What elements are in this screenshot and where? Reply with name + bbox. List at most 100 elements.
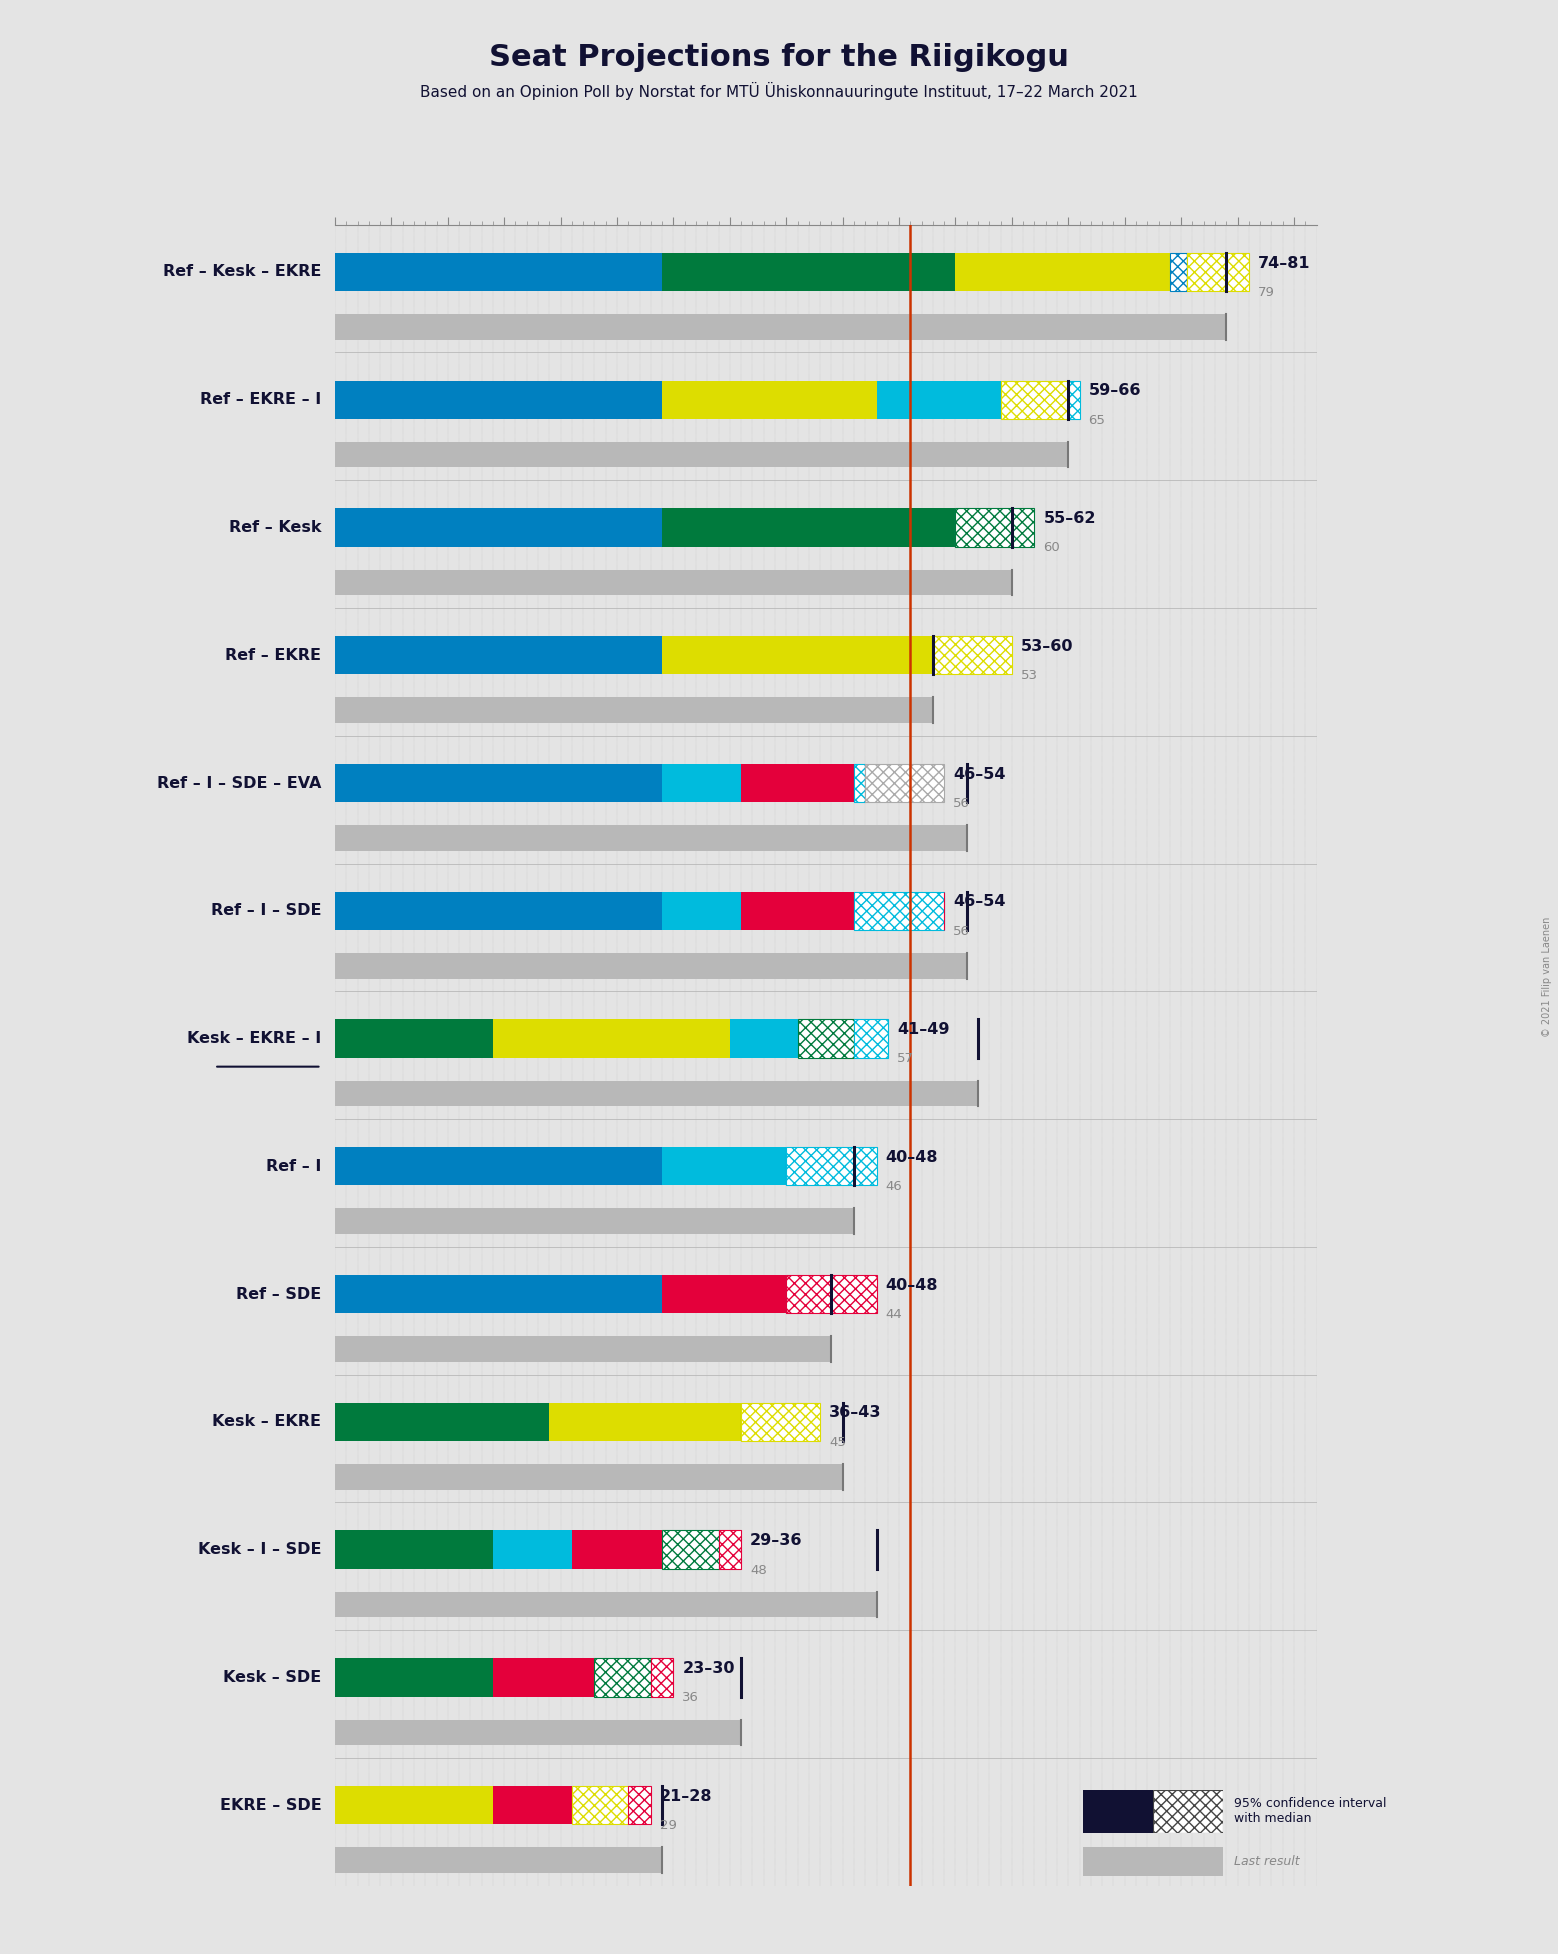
Bar <box>335 1464 843 1489</box>
Text: 36: 36 <box>682 1692 700 1704</box>
Bar <box>335 637 662 674</box>
Bar <box>335 1147 662 1186</box>
Text: Ref – I: Ref – I <box>266 1159 321 1174</box>
Text: 29: 29 <box>661 1819 676 1833</box>
Text: 74–81: 74–81 <box>1257 256 1310 270</box>
Text: 21–28: 21–28 <box>661 1788 712 1804</box>
Text: Kesk – I – SDE: Kesk – I – SDE <box>198 1542 321 1557</box>
Bar <box>787 1147 877 1186</box>
Bar <box>335 442 1069 467</box>
Bar <box>662 1530 718 1569</box>
Bar <box>335 1847 662 1872</box>
Text: 53: 53 <box>1020 668 1038 682</box>
Text: 55–62: 55–62 <box>1044 512 1095 526</box>
Bar <box>335 1786 492 1825</box>
Bar <box>662 764 742 803</box>
Text: 36–43: 36–43 <box>829 1405 882 1421</box>
Bar <box>662 252 955 291</box>
Bar <box>742 1403 820 1440</box>
Bar <box>335 825 968 850</box>
Bar <box>662 381 877 418</box>
Bar <box>742 764 854 803</box>
Bar <box>335 1593 877 1618</box>
Text: 79: 79 <box>1257 285 1274 299</box>
Text: 57: 57 <box>897 1053 915 1065</box>
Bar <box>662 1274 787 1313</box>
Text: Ref – Kesk: Ref – Kesk <box>229 520 321 535</box>
Bar <box>854 764 865 803</box>
Bar <box>335 954 968 979</box>
Text: 95% confidence interval
with median: 95% confidence interval with median <box>1234 1798 1387 1825</box>
Text: Kesk – EKRE – I: Kesk – EKRE – I <box>187 1032 321 1045</box>
Bar <box>335 1274 662 1313</box>
Bar <box>662 1147 787 1186</box>
Text: Ref – Kesk – EKRE: Ref – Kesk – EKRE <box>164 264 321 279</box>
Bar <box>1069 381 1080 418</box>
Bar <box>335 1530 492 1569</box>
Bar <box>335 1403 550 1440</box>
Bar <box>550 1403 742 1440</box>
Bar <box>742 891 854 930</box>
Bar <box>335 1720 742 1745</box>
Bar <box>335 1659 492 1696</box>
Bar <box>787 1274 877 1313</box>
Bar <box>335 1081 978 1106</box>
Text: 41–49: 41–49 <box>897 1022 949 1038</box>
Bar <box>955 508 1035 547</box>
Text: Ref – I – SDE: Ref – I – SDE <box>210 903 321 918</box>
Bar <box>335 1337 832 1362</box>
Bar <box>335 252 662 291</box>
Text: 46–54: 46–54 <box>953 766 1006 782</box>
Bar <box>651 1659 673 1696</box>
Bar <box>335 315 1226 340</box>
Bar <box>729 1020 798 1057</box>
Text: Ref – EKRE – I: Ref – EKRE – I <box>199 393 321 406</box>
Bar <box>492 1659 595 1696</box>
Bar <box>572 1530 662 1569</box>
Text: 46: 46 <box>885 1180 902 1194</box>
Text: 60: 60 <box>1044 541 1061 555</box>
Text: © 2021 Filip van Laenen: © 2021 Filip van Laenen <box>1542 916 1552 1038</box>
Text: 53–60: 53–60 <box>1020 639 1073 655</box>
Text: 44: 44 <box>885 1307 902 1321</box>
Bar <box>335 891 662 930</box>
Bar <box>595 1659 651 1696</box>
Bar <box>1000 381 1069 418</box>
Text: 56: 56 <box>953 797 971 811</box>
Bar <box>1170 252 1187 291</box>
Bar <box>492 1020 729 1057</box>
Bar <box>335 1208 854 1235</box>
Bar <box>877 381 1000 418</box>
Text: Last result: Last result <box>1234 1854 1299 1868</box>
Bar <box>662 891 742 930</box>
Bar <box>662 637 933 674</box>
Text: 40–48: 40–48 <box>885 1278 938 1294</box>
Bar <box>335 1020 492 1057</box>
Bar <box>933 637 1011 674</box>
Text: Kesk – SDE: Kesk – SDE <box>223 1671 321 1684</box>
Text: Ref – EKRE: Ref – EKRE <box>226 649 321 662</box>
Bar <box>335 381 662 418</box>
Text: 48: 48 <box>749 1563 767 1577</box>
Bar <box>335 508 662 547</box>
Bar <box>662 508 955 547</box>
Bar <box>335 571 1011 596</box>
Text: Ref – SDE: Ref – SDE <box>237 1286 321 1301</box>
Bar <box>854 1020 888 1057</box>
Bar <box>718 1530 742 1569</box>
Bar <box>865 764 944 803</box>
Bar <box>572 1786 628 1825</box>
Bar <box>854 891 944 930</box>
Bar <box>492 1530 572 1569</box>
Text: 29–36: 29–36 <box>749 1534 802 1548</box>
Bar <box>492 1786 572 1825</box>
Text: EKRE – SDE: EKRE – SDE <box>220 1798 321 1813</box>
Text: 40–48: 40–48 <box>885 1149 938 1165</box>
Bar <box>798 1020 854 1057</box>
Bar <box>628 1786 651 1825</box>
Bar <box>955 252 1170 291</box>
Text: 56: 56 <box>953 924 971 938</box>
Bar <box>1187 252 1250 291</box>
Text: 23–30: 23–30 <box>682 1661 735 1677</box>
Text: Based on an Opinion Poll by Norstat for MTÜ Ühiskonnauuringute Instituut, 17–22 : Based on an Opinion Poll by Norstat for … <box>421 82 1137 100</box>
